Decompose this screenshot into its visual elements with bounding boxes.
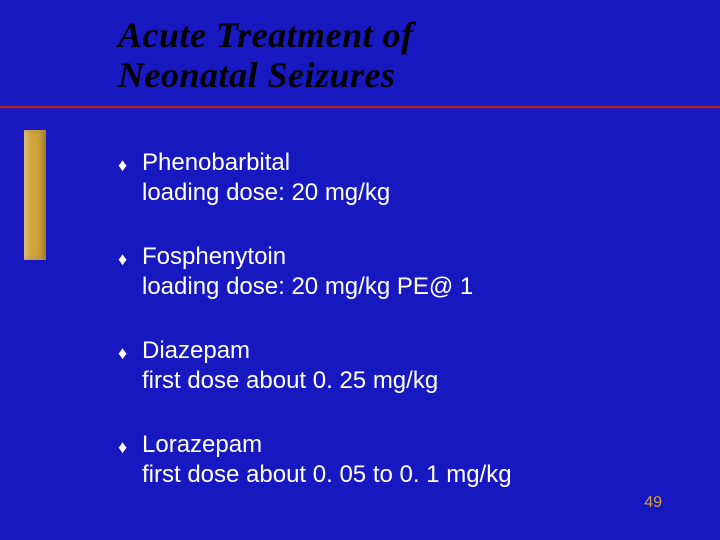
title-line-2: Neonatal Seizures [118, 55, 396, 95]
diamond-bullet-icon: ♦ [118, 248, 127, 271]
title-line-1: Acute Treatment of [118, 15, 414, 55]
bullet-line-2: first dose about 0. 25 mg/kg [142, 366, 660, 396]
bullet-list: ♦ Phenobarbital loading dose: 20 mg/kg ♦… [142, 148, 660, 490]
bullet-line-2: loading dose: 20 mg/kg PE@ 1 [142, 272, 660, 302]
title-divider [0, 106, 720, 108]
bullet-line-1: Diazepam [142, 336, 660, 366]
slide-title: Acute Treatment of Neonatal Seizures [118, 16, 660, 95]
bullet-item: ♦ Lorazepam first dose about 0. 05 to 0.… [142, 430, 660, 490]
bullet-line-2: first dose about 0. 05 to 0. 1 mg/kg [142, 460, 660, 490]
bullet-line-1: Fosphenytoin [142, 242, 660, 272]
bullet-item: ♦ Phenobarbital loading dose: 20 mg/kg [142, 148, 660, 208]
slide-title-block: Acute Treatment of Neonatal Seizures [118, 16, 660, 95]
diamond-bullet-icon: ♦ [118, 436, 127, 459]
diamond-bullet-icon: ♦ [118, 154, 127, 177]
diamond-bullet-icon: ♦ [118, 342, 127, 365]
bullet-line-1: Lorazepam [142, 430, 660, 460]
bullet-line-2: loading dose: 20 mg/kg [142, 178, 660, 208]
bullet-line-1: Phenobarbital [142, 148, 660, 178]
bullet-item: ♦ Diazepam first dose about 0. 25 mg/kg [142, 336, 660, 396]
bullet-item: ♦ Fosphenytoin loading dose: 20 mg/kg PE… [142, 242, 660, 302]
accent-bar [24, 130, 46, 260]
slide-number: 49 [644, 494, 662, 512]
